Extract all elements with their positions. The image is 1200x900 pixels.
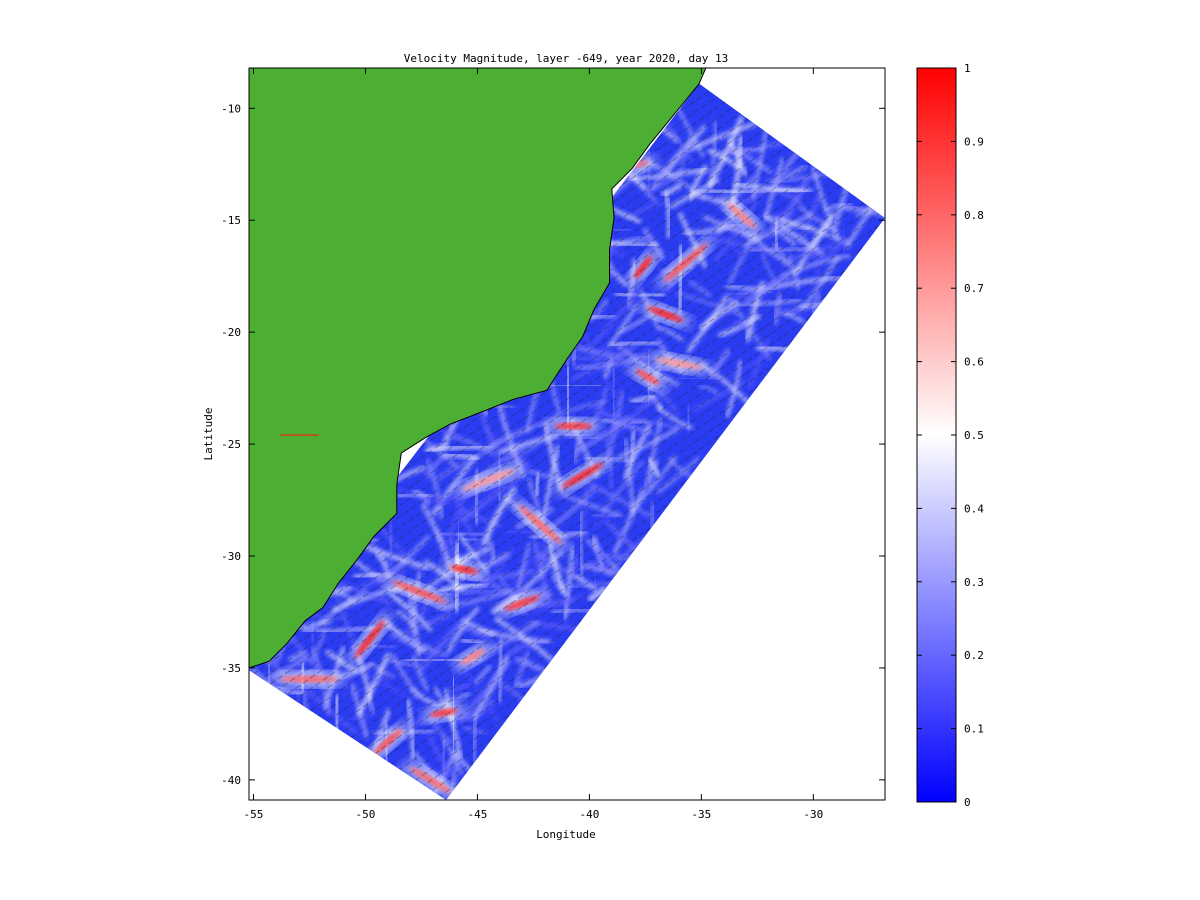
x-axis-label: Longitude — [536, 828, 596, 841]
colorbar-tick-label: 0 — [964, 796, 971, 809]
x-tick-label: -55 — [244, 808, 264, 821]
colorbar-tick-label: 0.2 — [964, 649, 984, 662]
x-tick-label: -40 — [579, 808, 599, 821]
land-mass — [249, 68, 707, 669]
y-axis-label: Latitude — [202, 408, 215, 461]
y-tick-label: -35 — [221, 662, 241, 675]
chart-title: Velocity Magnitude, layer -649, year 202… — [404, 52, 729, 65]
y-tick-label: -15 — [221, 214, 241, 227]
colorbar-gradient — [916, 67, 957, 803]
y-tick-label: -10 — [221, 102, 241, 115]
x-tick-label: -50 — [356, 808, 376, 821]
x-axis: -55 -50 -45 -40 -35 -30 — [244, 68, 823, 821]
colorbar-tick-label: 0.6 — [964, 356, 984, 369]
x-tick-label: -45 — [467, 808, 487, 821]
colorbar: 0 0.1 0.2 0.3 0.4 0.5 0.6 0.7 0.8 0.9 1 — [916, 62, 984, 809]
colorbar-tick-label: 0.3 — [964, 576, 984, 589]
y-axis: -10 -15 -20 -25 -30 -35 -40 — [221, 102, 885, 787]
plot-frame — [248, 67, 886, 801]
y-tick-label: -30 — [221, 550, 241, 563]
y-tick-label: -25 — [221, 438, 241, 451]
colorbar-tick-label: 0.1 — [964, 723, 984, 736]
x-tick-label: -30 — [803, 808, 823, 821]
x-tick-label: -35 — [691, 808, 711, 821]
colorbar-tick-label: 0.9 — [964, 135, 984, 148]
colorbar-tick-label: 1 — [964, 62, 971, 75]
colorbar-tick-label: 0.8 — [964, 209, 984, 222]
colorbar-tick-label: 0.4 — [964, 502, 984, 515]
colorbar-ticks: 0 0.1 0.2 0.3 0.4 0.5 0.6 0.7 0.8 0.9 1 — [917, 62, 984, 809]
colorbar-tick-label: 0.5 — [964, 429, 984, 442]
plot-area — [249, 68, 885, 800]
y-tick-label: -40 — [221, 774, 241, 787]
colorbar-tick-label: 0.7 — [964, 282, 984, 295]
y-tick-label: -20 — [221, 326, 241, 339]
